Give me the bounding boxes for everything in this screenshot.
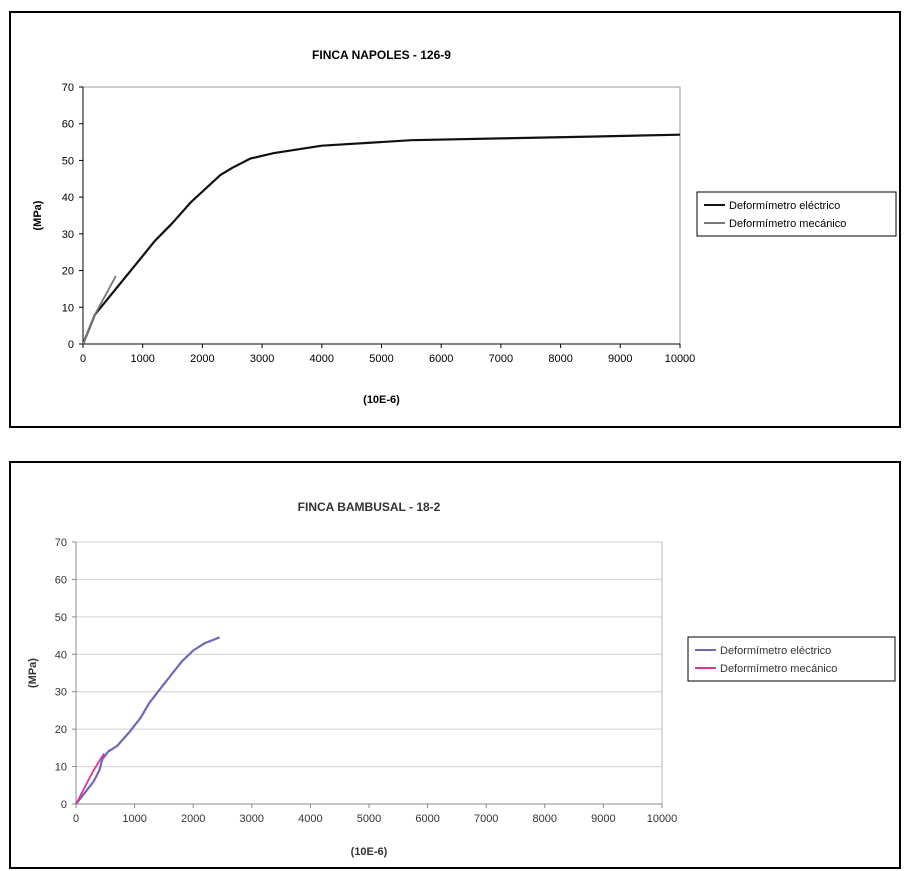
y-tick-label: 20 [55, 724, 67, 736]
legend-box [696, 191, 897, 237]
y-axis-label: (MPa) [27, 658, 39, 688]
x-tick-label: 9000 [608, 353, 632, 365]
y-tick-label: 0 [68, 339, 74, 351]
y-tick-label: 20 [62, 266, 74, 278]
x-tick-label: 7000 [489, 353, 513, 365]
x-tick-label: 9000 [591, 813, 615, 825]
x-tick-label: 10000 [647, 813, 678, 825]
chart-napoles: FINCA NAPOLES - 126-9 0 10 20 30 40 50 60 70 0 100… [32, 48, 897, 406]
x-tick-label: 3000 [250, 353, 274, 365]
x-tick-label: 4000 [298, 813, 322, 825]
series-line-mecanico [75, 753, 105, 805]
legend-label-electrico: Deformímetro eléctrico [720, 645, 831, 657]
series-line-mecanico [82, 275, 117, 345]
x-tick-label: 5000 [357, 813, 381, 825]
y-tick-label: 10 [55, 762, 67, 774]
y-tick-label: 40 [62, 192, 74, 204]
legend-label-mecanico: Deformímetro mecánico [729, 218, 846, 230]
plot-area [75, 541, 663, 805]
chart-bambusal: FINCA BAMBUSAL - 18-2 0 10 20 30 40 50 60 70 0 100… [27, 500, 896, 858]
x-tick-label: 0 [80, 353, 86, 365]
chart-title: FINCA BAMBUSAL - 18-2 [298, 500, 441, 514]
x-tick-label: 3000 [240, 813, 264, 825]
x-tick-label: 1000 [130, 353, 154, 365]
y-tick-label: 50 [62, 155, 74, 167]
x-tick-label: 6000 [415, 813, 439, 825]
y-tick-label: 70 [55, 537, 67, 549]
x-axis-label: (10E-6) [351, 846, 388, 858]
series-line-electrico [81, 133, 681, 345]
x-tick-label: 2000 [181, 813, 205, 825]
legend-label-mecanico: Deformímetro mecánico [720, 663, 837, 675]
y-tick-label: 10 [62, 302, 74, 314]
y-tick-label: 40 [55, 649, 67, 661]
y-tick-label: 50 [55, 612, 67, 624]
x-tick-label: 10000 [665, 353, 696, 365]
y-tick-label: 0 [61, 799, 67, 811]
y-tick-label: 30 [55, 687, 67, 699]
chart-panel-napoles: FINCA NAPOLES - 126-9 0 10 20 30 40 50 60 70 0 100… [9, 11, 901, 428]
chart-panel-bambusal: FINCA BAMBUSAL - 18-2 0 10 20 30 40 50 60 70 0 100… [9, 461, 901, 869]
x-tick-label: 0 [73, 813, 79, 825]
x-tick-label: 2000 [190, 353, 214, 365]
series-line-electrico [75, 636, 220, 805]
plot-area [82, 86, 681, 345]
y-tick-label: 30 [62, 229, 74, 241]
y-axis-label: (MPa) [32, 200, 44, 230]
x-tick-label: 4000 [310, 353, 334, 365]
x-tick-label: 6000 [429, 353, 453, 365]
y-tick-label: 60 [62, 119, 74, 131]
x-tick-label: 8000 [548, 353, 572, 365]
x-axis-label: (10E-6) [363, 394, 400, 406]
x-tick-label: 5000 [369, 353, 393, 365]
y-tick-label: 70 [62, 82, 74, 94]
chart-title: FINCA NAPOLES - 126-9 [312, 48, 451, 62]
legend-label-electrico: Deformímetro eléctrico [729, 200, 840, 212]
x-tick-label: 8000 [533, 813, 557, 825]
x-tick-label: 1000 [122, 813, 146, 825]
x-tick-label: 7000 [474, 813, 498, 825]
legend-box [687, 636, 896, 682]
y-tick-label: 60 [55, 574, 67, 586]
